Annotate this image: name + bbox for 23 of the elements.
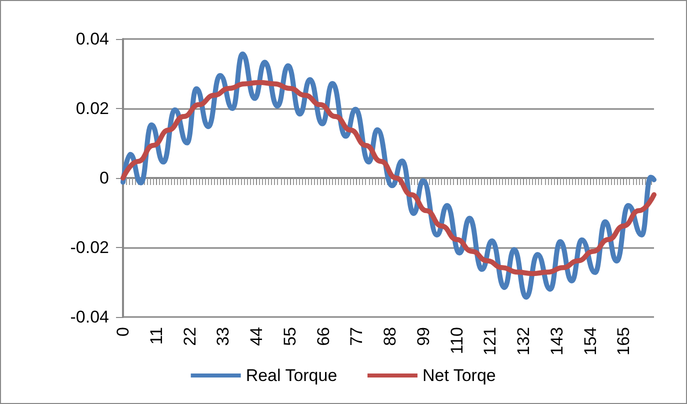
x-tick-label: 22 <box>180 327 200 346</box>
x-tick-label: 66 <box>314 327 333 346</box>
x-tick-label: 55 <box>280 327 300 346</box>
x-tick-label: 33 <box>214 327 233 346</box>
x-tick-label: 121 <box>480 327 500 356</box>
legend-label: Net Torqe <box>422 366 496 385</box>
x-tick-label: 44 <box>247 327 266 346</box>
x-tick-label: 0 <box>114 327 132 336</box>
x-tick-label: 99 <box>414 327 433 346</box>
x-tick-label: 110 <box>447 327 466 354</box>
y-tick-label: 0 <box>100 168 109 188</box>
y-tick-label: -0.02 <box>70 238 109 257</box>
x-tick-label: 88 <box>380 327 400 346</box>
x-tick-label: 132 <box>514 327 534 356</box>
y-tick-label: -0.04 <box>70 308 109 326</box>
legend-label: Real Torque <box>246 366 338 385</box>
y-tick-label: 0.02 <box>76 99 109 118</box>
x-tick-label: 165 <box>614 327 634 356</box>
x-tick-label: 11 <box>146 327 166 345</box>
x-tick-label: 154 <box>580 327 600 356</box>
y-tick-label: 0.04 <box>76 30 109 48</box>
x-tick-label: 77 <box>347 327 366 346</box>
x-tick-label: 143 <box>547 327 566 356</box>
